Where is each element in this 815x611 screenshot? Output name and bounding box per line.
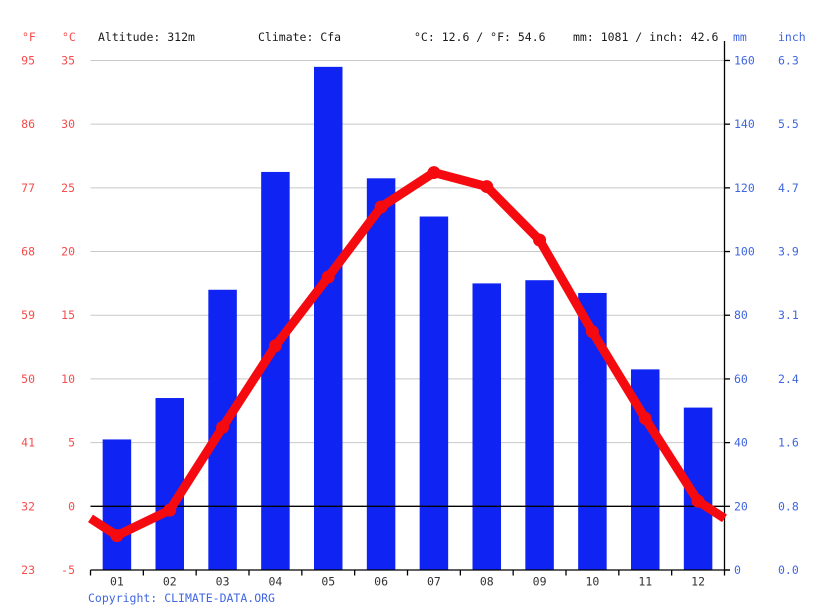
- precipitation-bar-month-05: [314, 66, 343, 570]
- precipitation-bar-month-01: [102, 439, 132, 570]
- y-axis-label-mm-20: 20: [734, 499, 748, 513]
- temperature-point-month-05: [321, 270, 335, 284]
- precipitation-summary: mm: 1081 / inch: 42.6: [573, 30, 719, 44]
- temperature-point-month-01: [110, 529, 124, 543]
- y-axis-label-celsius-10: 10: [61, 372, 75, 386]
- x-axis-label-month-01: 01: [110, 575, 124, 589]
- y-axis-label-celsius-30: 30: [61, 117, 75, 131]
- y-axis-label-inch-3.1: 3.1: [778, 308, 799, 322]
- temperature-summary: °C: 12.6 / °F: 54.6: [414, 30, 546, 44]
- fahrenheit-unit-label: °F: [22, 30, 36, 44]
- y-axis-label-celsius-0: 0: [68, 499, 75, 513]
- x-axis-label-month-07: 07: [427, 575, 441, 589]
- temperature-point-month-10: [585, 325, 599, 339]
- temperature-point-month-06: [374, 200, 388, 214]
- climate-type-label: Climate: Cfa: [258, 30, 342, 44]
- x-axis-label-month-04: 04: [268, 575, 282, 589]
- y-axis-label-inch-0.8: 0.8: [778, 499, 799, 513]
- y-axis-label-mm-100: 100: [734, 245, 755, 259]
- precipitation-bar-month-08: [472, 283, 501, 570]
- y-axis-label-inch-3.9: 3.9: [778, 245, 799, 259]
- altitude-label: Altitude: 312m: [98, 30, 195, 44]
- temperature-point-month-03: [216, 420, 230, 434]
- temperature-point-month-11: [638, 411, 652, 425]
- y-axis-label-inch-5.5: 5.5: [778, 117, 799, 131]
- y-axis-label-fahrenheit-50: 50: [21, 372, 35, 386]
- y-axis-label-inch-0.0: 0.0: [778, 563, 799, 577]
- celsius-unit-label: °C: [62, 30, 76, 44]
- y-axis-label-mm-160: 160: [734, 53, 755, 67]
- y-axis-label-fahrenheit-59: 59: [21, 308, 35, 322]
- y-axis-label-fahrenheit-32: 32: [21, 499, 35, 513]
- y-axis-label-mm-80: 80: [734, 308, 748, 322]
- y-axis-label-fahrenheit-77: 77: [21, 181, 35, 195]
- temperature-point-month-12: [691, 494, 705, 508]
- x-axis-label-month-05: 05: [321, 575, 335, 589]
- inch-unit-label: inch: [778, 30, 806, 44]
- x-axis-label-month-08: 08: [480, 575, 494, 589]
- x-axis-label-month-12: 12: [691, 575, 705, 589]
- mm-unit-label: mm: [733, 30, 747, 44]
- temperature-point-month-07: [427, 166, 441, 180]
- y-axis-label-celsius--5: -5: [61, 563, 75, 577]
- precipitation-bar-month-06: [366, 178, 396, 570]
- temperature-point-month-08: [480, 180, 494, 194]
- x-axis-label-month-03: 03: [216, 575, 230, 589]
- y-axis-label-fahrenheit-86: 86: [21, 117, 35, 131]
- y-axis-label-celsius-15: 15: [61, 308, 75, 322]
- y-axis-label-inch-2.4: 2.4: [778, 372, 799, 386]
- climate-data-org-link[interactable]: CLIMATE-DATA.ORG: [164, 591, 275, 605]
- copyright-line: Copyright: CLIMATE-DATA.ORG: [88, 591, 275, 605]
- y-axis-label-inch-6.3: 6.3: [778, 53, 799, 67]
- y-axis-label-celsius-20: 20: [61, 245, 75, 259]
- y-axis-label-fahrenheit-41: 41: [21, 436, 35, 450]
- precipitation-bar-month-02: [155, 398, 184, 570]
- y-axis-label-celsius-35: 35: [61, 53, 75, 67]
- temperature-line: [88, 168, 727, 541]
- y-axis-label-fahrenheit-23: 23: [21, 563, 35, 577]
- y-axis-label-mm-0: 0: [734, 563, 741, 577]
- precipitation-bar-month-09: [525, 280, 554, 570]
- y-axis-label-mm-120: 120: [734, 181, 755, 195]
- precipitation-bar-month-07: [419, 216, 449, 570]
- x-axis-label-month-10: 10: [585, 575, 599, 589]
- y-axis-label-celsius-5: 5: [68, 436, 75, 450]
- y-axis-label-celsius-25: 25: [61, 181, 75, 195]
- copyright-label: Copyright:: [88, 591, 158, 605]
- temperature-point-month-04: [268, 339, 282, 353]
- precipitation-bar-month-04: [261, 171, 290, 570]
- y-axis-label-fahrenheit-68: 68: [21, 245, 35, 259]
- y-axis-label-mm-60: 60: [734, 372, 748, 386]
- x-axis-label-month-09: 09: [533, 575, 547, 589]
- x-axis-label-month-02: 02: [163, 575, 177, 589]
- y-axis-label-fahrenheit-95: 95: [21, 53, 35, 67]
- y-axis-label-inch-1.6: 1.6: [778, 436, 799, 450]
- y-axis-label-mm-140: 140: [734, 117, 755, 131]
- y-axis-label-inch-4.7: 4.7: [778, 181, 799, 195]
- x-axis-label-month-06: 06: [374, 575, 388, 589]
- temperature-point-month-09: [533, 233, 547, 247]
- x-axis-label-month-11: 11: [638, 575, 652, 589]
- temperature-point-month-02: [163, 503, 177, 517]
- y-axis-label-mm-40: 40: [734, 436, 748, 450]
